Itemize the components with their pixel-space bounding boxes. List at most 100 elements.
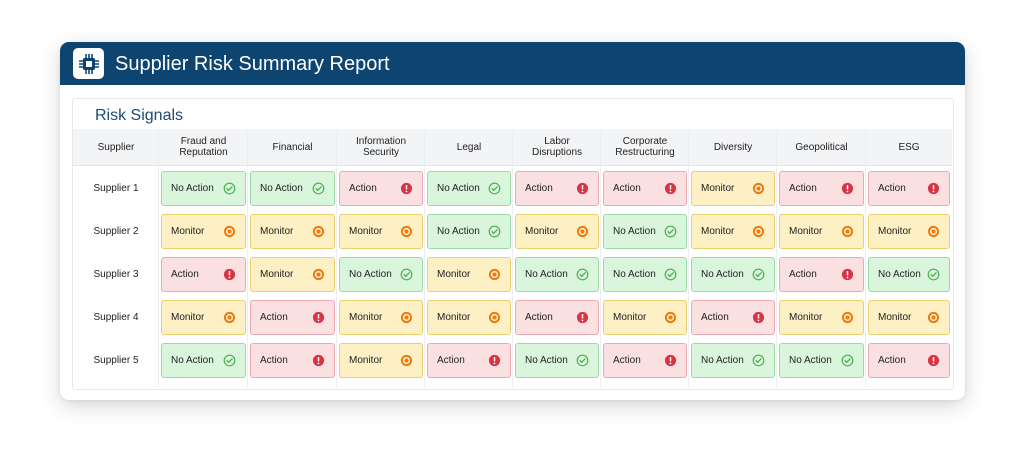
risk-cell-action[interactable]: Action: [339, 171, 423, 206]
risk-cell-no-action[interactable]: No Action: [427, 214, 511, 249]
risk-cell-no-action[interactable]: No Action: [603, 257, 687, 292]
risk-cell-label: No Action: [613, 269, 656, 280]
column-divider: [158, 129, 159, 387]
section-title: Risk Signals: [95, 107, 184, 124]
risk-cell-label: Monitor: [171, 226, 205, 237]
column-header-supplier: Supplier: [73, 129, 159, 165]
check-circle-icon: [664, 268, 677, 281]
risk-cell-monitor[interactable]: Monitor: [427, 257, 511, 292]
target-icon: [927, 311, 940, 324]
risk-cell-label: No Action: [171, 183, 214, 194]
risk-cell-action[interactable]: Action: [161, 257, 246, 292]
risk-cell-action[interactable]: Action: [691, 300, 775, 335]
risk-cell-monitor[interactable]: Monitor: [339, 343, 423, 378]
alert-icon: [576, 311, 589, 324]
risk-cell-no-action[interactable]: No Action: [250, 171, 335, 206]
risk-cell-monitor[interactable]: Monitor: [339, 300, 423, 335]
column-header: Labor Disruptions: [513, 129, 601, 165]
column-header-label: Supplier: [97, 141, 135, 153]
check-circle-icon: [488, 225, 501, 238]
alert-icon: [841, 182, 854, 195]
check-circle-icon: [223, 182, 236, 195]
risk-cell-action[interactable]: Action: [779, 171, 864, 206]
risk-cell-label: Monitor: [525, 226, 559, 237]
risk-cell-monitor[interactable]: Monitor: [868, 300, 950, 335]
risk-cell-action[interactable]: Action: [427, 343, 511, 378]
risk-cell-action[interactable]: Action: [250, 343, 335, 378]
risk-cell-action[interactable]: Action: [515, 171, 599, 206]
risk-cell-label: No Action: [789, 355, 832, 366]
alert-icon: [312, 354, 325, 367]
report-card: Supplier Risk Summary Report Risk Signal…: [60, 42, 965, 400]
risk-cell-no-action[interactable]: No Action: [691, 257, 775, 292]
risk-cell-action[interactable]: Action: [779, 257, 864, 292]
risk-cell-no-action[interactable]: No Action: [603, 214, 687, 249]
risk-cell-monitor[interactable]: Monitor: [691, 214, 775, 249]
column-header: Legal: [425, 129, 513, 165]
risk-cell-no-action[interactable]: No Action: [515, 257, 599, 292]
target-icon: [752, 225, 765, 238]
target-icon: [400, 225, 413, 238]
risk-cell-monitor[interactable]: Monitor: [427, 300, 511, 335]
column-header-label: Legal: [456, 141, 482, 153]
risk-cell-label: No Action: [171, 355, 214, 366]
risk-cell-label: Monitor: [789, 312, 823, 323]
risk-cell-label: Action: [613, 183, 641, 194]
alert-icon: [752, 311, 765, 324]
risk-cell-monitor[interactable]: Monitor: [161, 300, 246, 335]
risk-cell-label: No Action: [437, 226, 480, 237]
alert-icon: [841, 268, 854, 281]
column-header-label: ESG: [898, 141, 920, 153]
risk-cell-label: No Action: [437, 183, 480, 194]
risk-cell-action[interactable]: Action: [603, 343, 687, 378]
check-circle-icon: [488, 182, 501, 195]
risk-cell-label: Monitor: [789, 226, 823, 237]
check-circle-icon: [841, 354, 854, 367]
risk-cell-no-action[interactable]: No Action: [161, 343, 246, 378]
risk-cell-action[interactable]: Action: [515, 300, 599, 335]
row-label-supplier: Supplier 5: [93, 355, 139, 366]
chip-icon: [73, 48, 104, 79]
risk-cell-no-action[interactable]: No Action: [339, 257, 423, 292]
column-header-label: Diversity: [713, 141, 753, 153]
risk-cell-monitor[interactable]: Monitor: [250, 257, 335, 292]
risk-cell-monitor[interactable]: Monitor: [515, 214, 599, 249]
target-icon: [488, 268, 501, 281]
risk-cell-label: Action: [878, 183, 906, 194]
risk-cell-label: Monitor: [349, 355, 383, 366]
risk-cell-label: Monitor: [613, 312, 647, 323]
column-divider: [336, 129, 337, 387]
risk-cell-action[interactable]: Action: [250, 300, 335, 335]
row-label-supplier: Supplier 2: [93, 226, 139, 237]
risk-cell-monitor[interactable]: Monitor: [779, 214, 864, 249]
alert-icon: [927, 354, 940, 367]
risk-cell-action[interactable]: Action: [603, 171, 687, 206]
risk-cell-monitor[interactable]: Monitor: [250, 214, 335, 249]
target-icon: [664, 311, 677, 324]
check-circle-icon: [752, 354, 765, 367]
risk-cell-monitor[interactable]: Monitor: [339, 214, 423, 249]
risk-cell-no-action[interactable]: No Action: [427, 171, 511, 206]
risk-cell-no-action[interactable]: No Action: [779, 343, 864, 378]
column-divider: [600, 129, 601, 387]
risk-cell-monitor[interactable]: Monitor: [779, 300, 864, 335]
risk-cell-monitor[interactable]: Monitor: [161, 214, 246, 249]
alert-icon: [488, 354, 501, 367]
risk-cell-no-action[interactable]: No Action: [691, 343, 775, 378]
target-icon: [841, 311, 854, 324]
column-header-label: Reputation: [179, 147, 228, 158]
risk-cell-action[interactable]: Action: [868, 343, 950, 378]
risk-cell-label: Action: [525, 183, 553, 194]
risk-cell-no-action[interactable]: No Action: [868, 257, 950, 292]
check-circle-icon: [664, 225, 677, 238]
column-divider: [688, 129, 689, 387]
risk-cell-no-action[interactable]: No Action: [161, 171, 246, 206]
target-icon: [841, 225, 854, 238]
risk-cell-no-action[interactable]: No Action: [515, 343, 599, 378]
risk-cell-monitor[interactable]: Monitor: [868, 214, 950, 249]
risk-cell-monitor[interactable]: Monitor: [603, 300, 687, 335]
risk-cell-action[interactable]: Action: [868, 171, 950, 206]
risk-cell-label: Action: [349, 183, 377, 194]
risk-cell-label: Monitor: [701, 226, 735, 237]
risk-cell-monitor[interactable]: Monitor: [691, 171, 775, 206]
